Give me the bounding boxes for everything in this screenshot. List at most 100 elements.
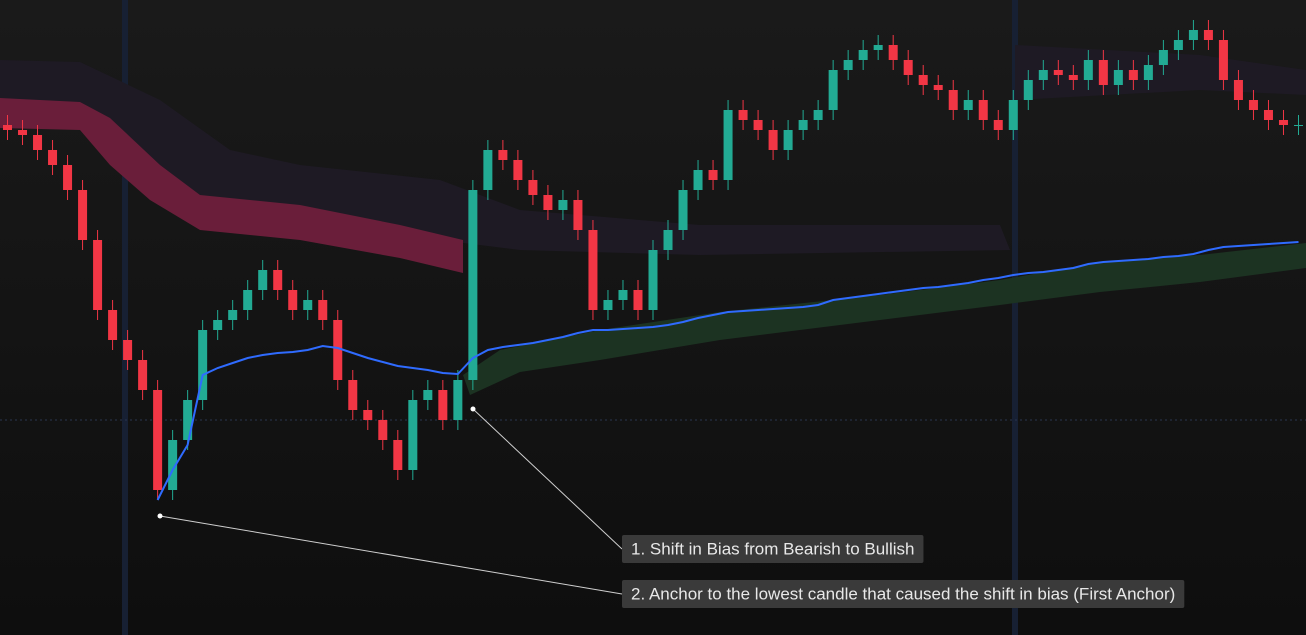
candle-body <box>213 320 223 330</box>
bullish-band <box>463 243 1306 395</box>
candle-body <box>1053 70 1063 75</box>
candle-body <box>918 75 928 85</box>
candle-body <box>468 190 478 380</box>
candle-body <box>1143 65 1153 80</box>
candle-body <box>963 100 973 110</box>
candle-body <box>1263 110 1273 120</box>
candle-body <box>678 190 688 230</box>
candle-body <box>153 390 163 490</box>
candle-body <box>183 400 193 440</box>
annotation-text: 2. Anchor to the lowest candle that caus… <box>631 584 1175 603</box>
candle-body <box>693 170 703 190</box>
candle-body <box>858 50 868 60</box>
candle-body <box>603 300 613 310</box>
candle-body <box>453 380 463 420</box>
candle-body <box>588 230 598 310</box>
candle-body <box>1293 125 1303 126</box>
candle-body <box>558 200 568 210</box>
candle-body <box>828 70 838 110</box>
anchor-dot <box>157 513 163 519</box>
candle-body <box>1248 100 1258 110</box>
candle-body <box>48 150 58 165</box>
candle-body <box>738 110 748 120</box>
candle-body <box>123 340 133 360</box>
session-line <box>122 0 128 635</box>
candle-body <box>543 195 553 210</box>
candle-body <box>1038 70 1048 80</box>
candle-body <box>273 270 283 290</box>
candle-body <box>408 400 418 470</box>
candle-body <box>948 90 958 110</box>
candle-body <box>933 85 943 90</box>
candle-body <box>1158 50 1168 65</box>
candle-body <box>1233 80 1243 100</box>
anchored-vwap-line <box>156 241 1299 501</box>
candle-body <box>1083 60 1093 80</box>
candle-body <box>1278 120 1288 125</box>
candle-body <box>573 200 583 230</box>
candle-body <box>993 120 1003 130</box>
candle-body <box>708 170 718 180</box>
candle-body <box>318 300 328 320</box>
candle-body <box>1023 80 1033 100</box>
candle-body <box>1068 75 1078 80</box>
candle-body <box>1008 100 1018 130</box>
candle-body <box>303 300 313 310</box>
candles <box>3 20 1303 501</box>
candle-body <box>198 330 208 400</box>
candle-body <box>93 240 103 310</box>
candle-body <box>18 130 28 135</box>
candle-body <box>33 135 43 150</box>
annotation-text: 1. Shift in Bias from Bearish to Bullish <box>631 539 914 558</box>
annotation-line <box>472 408 623 550</box>
candle-body <box>333 320 343 380</box>
candle-body <box>1173 40 1183 50</box>
candle-body <box>1128 70 1138 80</box>
candle-body <box>1203 30 1213 40</box>
annotation-box <box>622 580 1185 608</box>
candle-body <box>768 130 778 150</box>
candle-body <box>513 160 523 180</box>
annotation-line <box>159 515 623 595</box>
candle-body <box>813 110 823 120</box>
candle-body <box>843 60 853 70</box>
session-line <box>1012 0 1018 635</box>
anchor-dot <box>470 406 476 412</box>
candle-body <box>243 290 253 310</box>
candle-body <box>978 100 988 120</box>
candle-body <box>438 390 448 420</box>
candle-body <box>903 60 913 75</box>
candle-body <box>423 390 433 400</box>
candle-body <box>3 125 13 130</box>
candle-body <box>108 310 118 340</box>
candle-body <box>1218 40 1228 80</box>
candle-body <box>483 150 493 190</box>
upper-zone <box>1015 45 1306 100</box>
annotations: 1. Shift in Bias from Bearish to Bullish… <box>157 406 1185 608</box>
candle-body <box>618 290 628 300</box>
candle-body <box>798 120 808 130</box>
candle-body <box>378 420 388 440</box>
candle-body <box>63 165 73 190</box>
candle-body <box>783 130 793 150</box>
bearish-band <box>0 98 463 273</box>
candle-body <box>1188 30 1198 40</box>
candle-body <box>648 250 658 310</box>
candle-body <box>663 230 673 250</box>
candle-body <box>633 290 643 310</box>
candle-body <box>498 150 508 160</box>
annotation-box <box>622 535 924 563</box>
candle-body <box>258 270 268 290</box>
candle-body <box>138 360 148 390</box>
candle-body <box>753 120 763 130</box>
candle-body <box>168 440 178 490</box>
candle-body <box>723 110 733 180</box>
candle-body <box>1098 60 1108 85</box>
candle-body <box>228 310 238 320</box>
candle-body <box>348 380 358 410</box>
candle-body <box>1113 70 1123 85</box>
candle-body <box>363 410 373 420</box>
candle-body <box>288 290 298 310</box>
candle-body <box>528 180 538 195</box>
